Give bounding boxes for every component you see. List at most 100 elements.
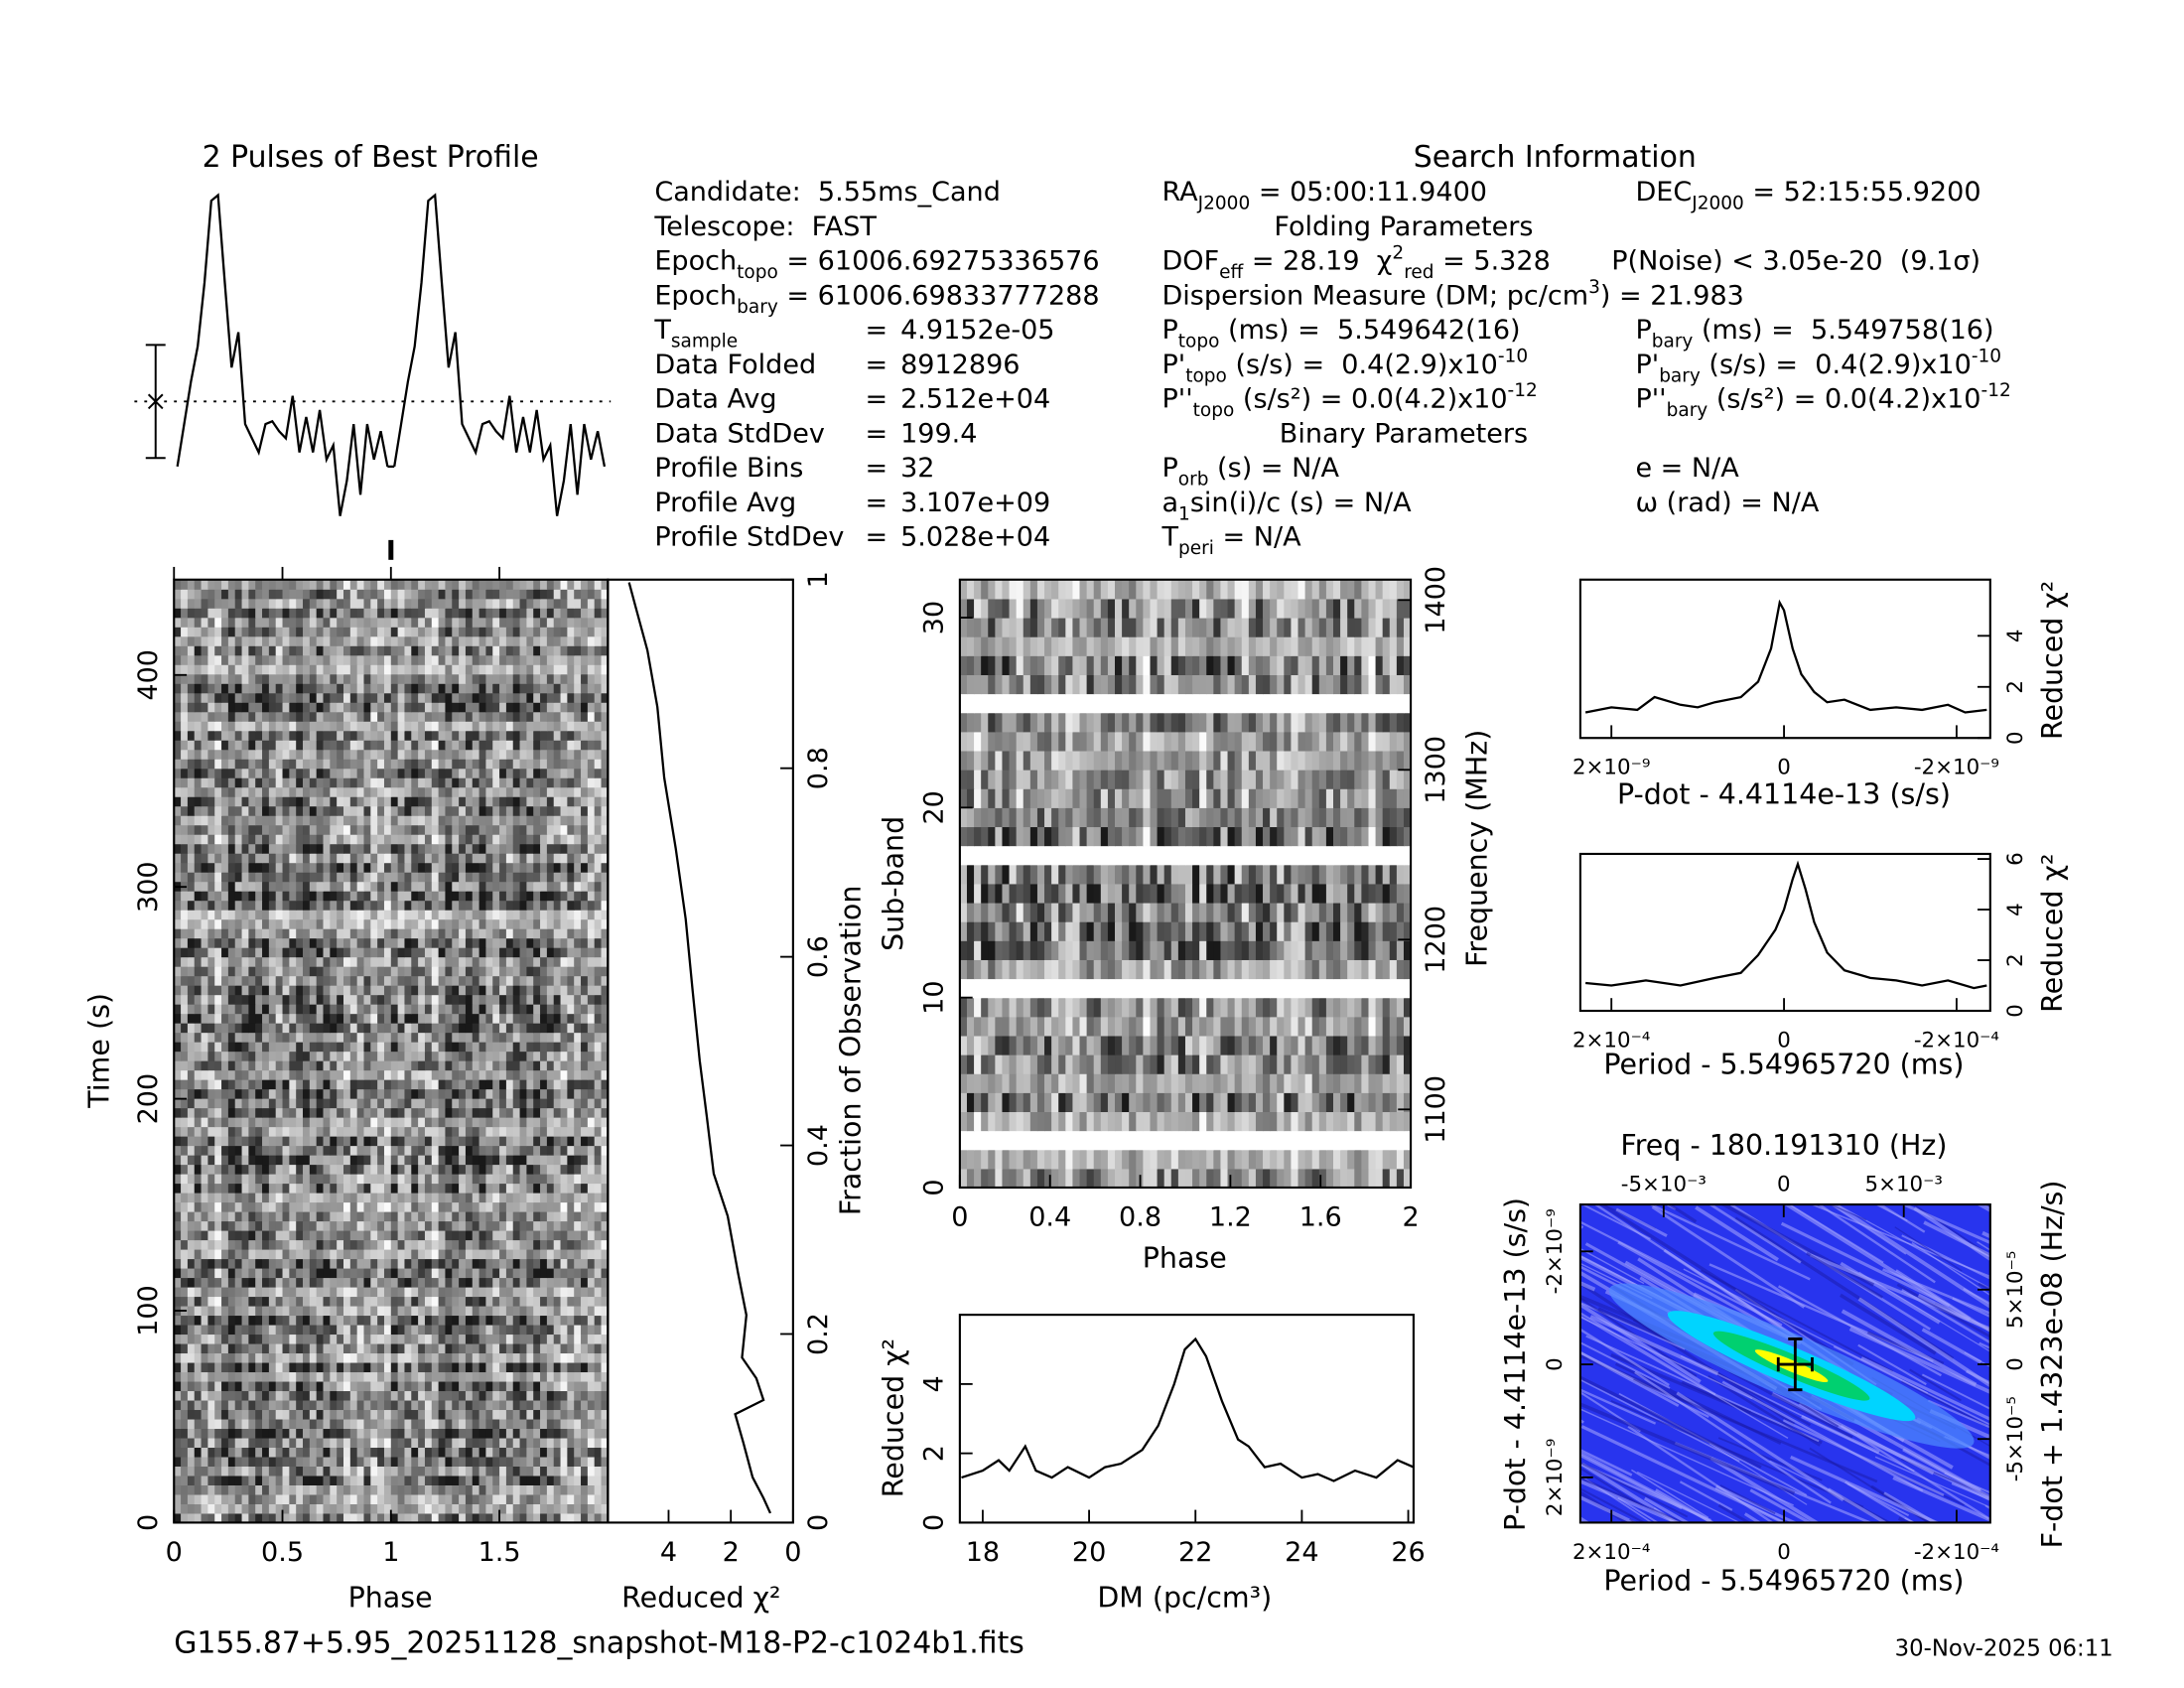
pixel (275, 1239, 284, 1250)
pixel (492, 1324, 500, 1336)
pixel (404, 1475, 412, 1485)
pixel (505, 1239, 514, 1250)
pixel (492, 910, 500, 920)
pixel (349, 1503, 358, 1514)
pixel (459, 1220, 467, 1231)
pixel (241, 1503, 249, 1514)
pixel (349, 1230, 358, 1241)
pixel (268, 947, 277, 958)
pixel (370, 805, 378, 816)
pixel (363, 1164, 371, 1175)
pixel (526, 1230, 534, 1241)
pixel (356, 918, 365, 929)
pixel (492, 1088, 500, 1099)
pixel (519, 1342, 527, 1354)
pixel (262, 1079, 270, 1090)
pixel (337, 1107, 344, 1118)
pixel (567, 1155, 575, 1166)
pixel (560, 1512, 568, 1523)
filename: G155.87+5.95_20251128_snapshot-M18-P2-c1… (174, 1625, 1024, 1660)
pixel (370, 1013, 378, 1024)
pixel (424, 1060, 433, 1071)
pixel (214, 1107, 222, 1118)
pixel (194, 1418, 203, 1430)
pixel (207, 843, 215, 854)
pixel (553, 853, 562, 864)
pixel (431, 1230, 440, 1241)
pixel (262, 862, 270, 873)
pixel (296, 928, 304, 939)
pixel (296, 1287, 304, 1298)
pixel (567, 947, 575, 958)
pixel (221, 1060, 229, 1071)
pixel (431, 966, 440, 977)
pixel (221, 1069, 229, 1080)
pixel (478, 1117, 486, 1128)
info-segment: Profile StdDev (654, 522, 844, 553)
pixel (533, 815, 541, 826)
pixel (445, 1239, 453, 1250)
pixel (526, 1371, 534, 1382)
pixel (472, 1183, 480, 1194)
pixel (519, 1428, 527, 1439)
pixel (546, 862, 555, 873)
pixel (594, 1069, 603, 1080)
pixel (452, 1145, 460, 1156)
pixel (248, 1296, 256, 1307)
pixel (262, 815, 270, 826)
pixel (214, 1126, 222, 1137)
pixel (505, 1315, 514, 1326)
pixel (214, 1239, 222, 1250)
pixel (309, 1437, 318, 1449)
pixel (540, 1456, 548, 1468)
pixel (540, 1352, 548, 1363)
pixel (424, 1220, 433, 1231)
pixel (296, 1136, 304, 1147)
pixel (349, 1437, 358, 1449)
pixel (262, 805, 270, 816)
pixel (227, 1079, 236, 1090)
pixel (560, 1493, 568, 1504)
pixel (492, 1287, 500, 1298)
pixel (397, 1371, 406, 1382)
pixel (323, 1239, 331, 1250)
pixel (201, 1136, 208, 1147)
pixel (316, 1380, 325, 1392)
pixel (424, 834, 433, 845)
pixel (207, 1211, 215, 1222)
pixel (194, 1051, 203, 1061)
pixel (337, 1305, 344, 1317)
pixel (418, 1126, 426, 1137)
pixel (445, 891, 453, 902)
pixel (262, 891, 270, 902)
pixel (356, 1174, 365, 1185)
pixel (404, 1211, 412, 1222)
pixel (383, 1107, 392, 1118)
pixel (540, 1107, 548, 1118)
pixel (601, 956, 609, 967)
pixel (214, 1437, 222, 1449)
pixel (587, 956, 596, 967)
pixel (187, 1324, 196, 1336)
pixel (431, 1390, 440, 1401)
pixel (174, 1155, 182, 1166)
pixel (418, 1268, 426, 1279)
pixel (296, 891, 304, 902)
pixel (438, 1380, 447, 1392)
pixel (478, 1296, 486, 1307)
pixel (214, 1145, 222, 1156)
pixel (201, 1315, 208, 1326)
pixel (207, 1466, 215, 1477)
pixel (465, 1466, 474, 1477)
pixel (248, 994, 256, 1005)
pixel (296, 815, 304, 826)
pixel (404, 1193, 412, 1203)
pixel (282, 1503, 290, 1514)
pixel (303, 910, 311, 920)
pixel (255, 994, 263, 1005)
pixel (383, 1013, 392, 1024)
pixel (581, 966, 589, 977)
pixel (282, 834, 290, 845)
pixel (337, 1475, 344, 1485)
pixel (553, 1069, 562, 1080)
